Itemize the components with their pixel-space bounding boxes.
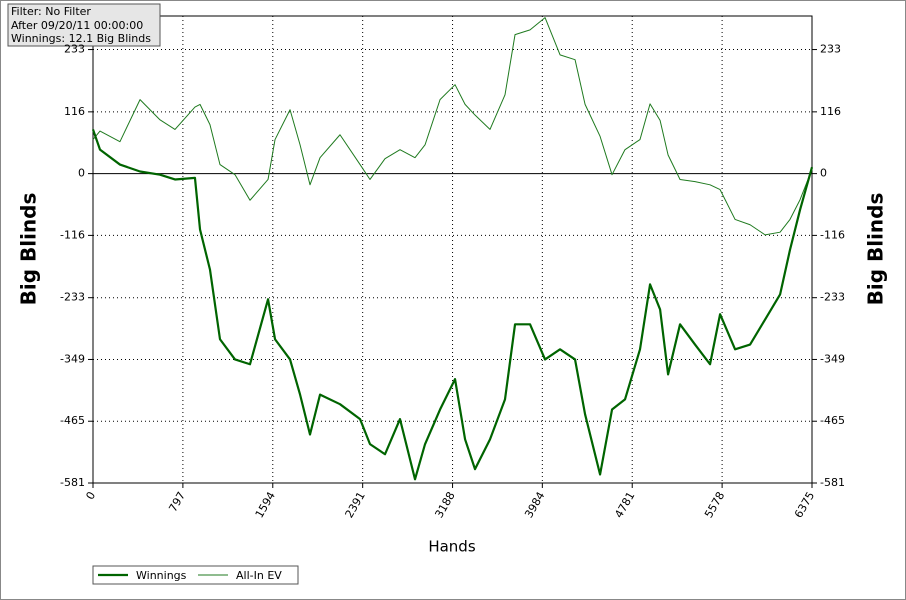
y2-axis-title: Big Blinds: [864, 193, 888, 306]
plot-area: [92, 15, 813, 484]
info-line: Winnings: 12.1 Big Blinds: [11, 32, 151, 45]
series-line: [91, 129, 814, 481]
y-tick-label: 0: [78, 167, 85, 180]
series-line: [92, 17, 813, 236]
info-line: Filter: No Filter: [11, 5, 91, 18]
y2-tick-label: 116: [820, 105, 841, 118]
info-line: After 09/20/11 00:00:00: [11, 19, 143, 32]
x-axis-title: Hands: [428, 538, 475, 556]
y2-tick-label: 0: [820, 167, 827, 180]
y-tick-label: -349: [60, 352, 85, 365]
legend-label: All-In EV: [236, 569, 282, 582]
y-tick-label: -581: [60, 476, 85, 489]
y2-tick-label: 233: [820, 43, 841, 56]
legend-box: [92, 565, 299, 585]
y2-tick-label: -465: [820, 414, 845, 427]
info-background: [7, 3, 161, 47]
legend-label: Winnings: [136, 569, 187, 582]
y-tick-label: -465: [60, 414, 85, 427]
y-tick-label: 233: [64, 43, 85, 56]
y-tick-label: 116: [64, 105, 85, 118]
y2-tick-label: -349: [820, 352, 845, 365]
y-tick-label: -233: [60, 291, 85, 304]
y2-tick-label: -581: [820, 476, 845, 489]
info-box: Filter: No Filter After 09/20/11 00:00:0…: [7, 3, 161, 47]
legend: Winnings All-In EV: [92, 565, 299, 585]
y-axis-title: Big Blinds: [17, 193, 41, 306]
y-tick-label: -116: [60, 228, 85, 241]
y2-tick-label: -233: [820, 291, 845, 304]
y2-tick-label: -116: [820, 228, 845, 241]
